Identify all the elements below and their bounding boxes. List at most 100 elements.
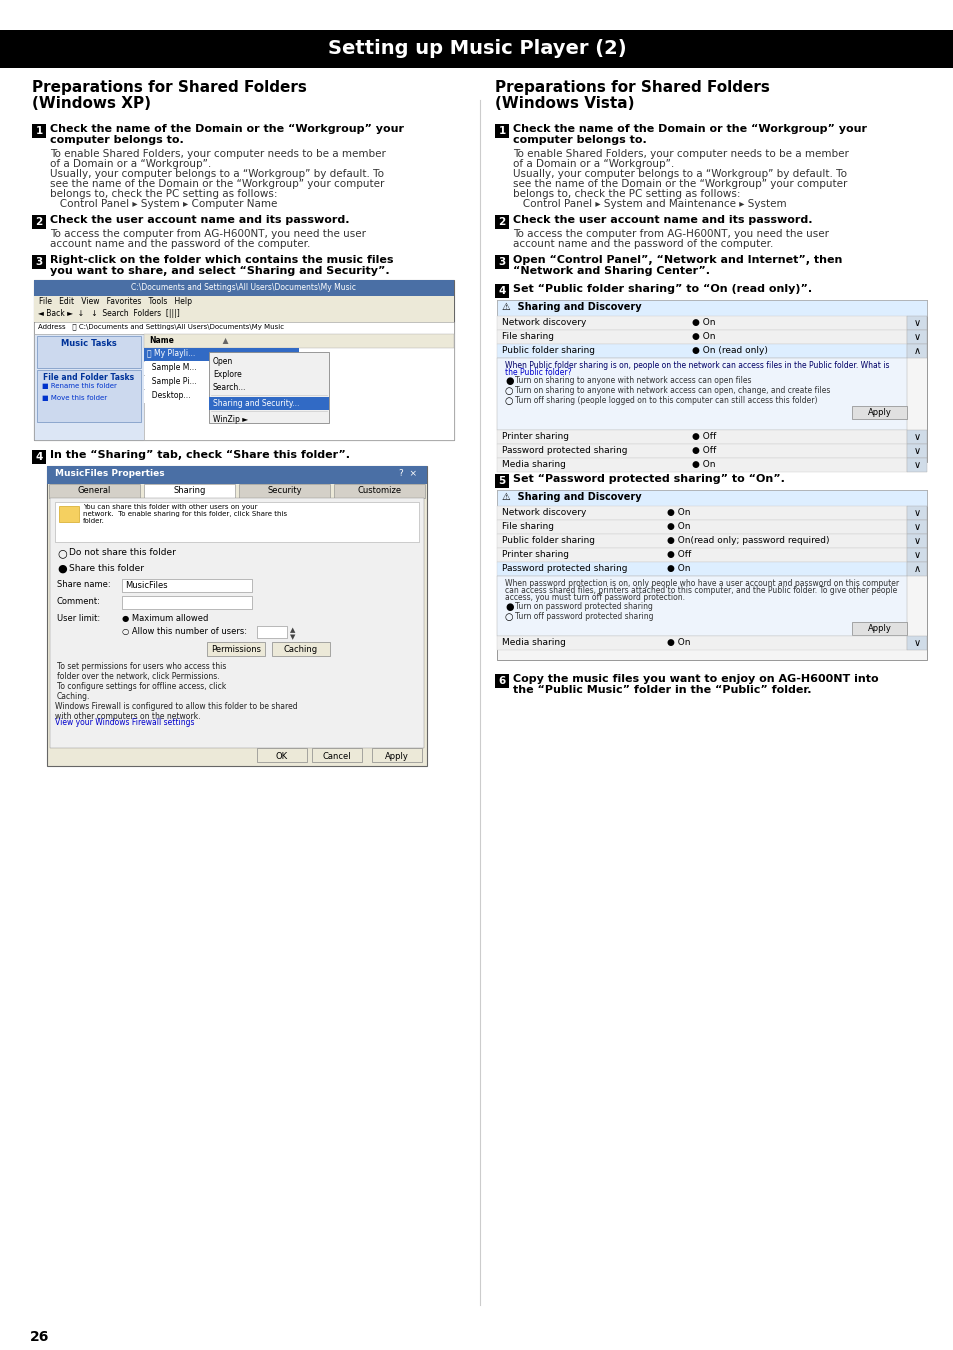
Bar: [122, 595, 252, 609]
Bar: [49, 485, 140, 498]
Text: Permissions: Permissions: [211, 645, 261, 653]
Text: Sharing and Security...: Sharing and Security...: [213, 400, 299, 408]
Text: belongs to, check the PC setting as follows:: belongs to, check the PC setting as foll…: [513, 189, 740, 198]
Text: ∨: ∨: [912, 522, 920, 532]
Bar: [32, 215, 46, 230]
Text: Network discovery: Network discovery: [501, 319, 586, 327]
Bar: [34, 308, 454, 323]
Bar: [34, 323, 454, 333]
Bar: [497, 576, 906, 636]
Bar: [497, 520, 906, 535]
Bar: [497, 431, 906, 444]
Text: 1: 1: [35, 126, 43, 136]
Text: access, you must turn off password protection.: access, you must turn off password prote…: [504, 593, 684, 602]
Text: Turn off password protected sharing: Turn off password protected sharing: [515, 612, 653, 621]
Bar: [495, 284, 509, 298]
Text: Check the user account name and its password.: Check the user account name and its pass…: [513, 215, 812, 225]
Text: ▲: ▲: [149, 336, 229, 346]
Text: computer belongs to.: computer belongs to.: [513, 135, 646, 144]
Bar: [32, 255, 46, 269]
Bar: [0, 30, 953, 68]
Text: To enable Shared Folders, your computer needs to be a member: To enable Shared Folders, your computer …: [50, 148, 385, 159]
Text: Set “Public folder sharing” to “On (read only)”.: Set “Public folder sharing” to “On (read…: [513, 284, 811, 294]
Text: ● Off: ● Off: [691, 432, 716, 441]
Bar: [497, 636, 906, 649]
Bar: [497, 548, 906, 562]
Bar: [334, 485, 424, 498]
Text: Open: Open: [213, 356, 233, 366]
Text: Check the name of the Domain or the “Workgroup” your: Check the name of the Domain or the “Wor…: [513, 124, 866, 134]
Text: ▲
▼: ▲ ▼: [290, 626, 295, 640]
Text: of a Domain or a “Workgroup”.: of a Domain or a “Workgroup”.: [50, 159, 211, 169]
Bar: [47, 466, 427, 765]
Text: ●: ●: [57, 564, 67, 574]
Text: ◄ Back ►  ↓   ↓  Search  Folders  [|||]: ◄ Back ► ↓ ↓ Search Folders [|||]: [38, 309, 179, 319]
Bar: [906, 344, 926, 358]
Bar: [906, 535, 926, 548]
Bar: [32, 450, 46, 464]
Text: Sample Pi...: Sample Pi...: [147, 377, 196, 386]
Text: 5: 5: [497, 477, 505, 486]
Bar: [256, 626, 287, 639]
Bar: [497, 506, 906, 520]
Bar: [272, 643, 330, 656]
Text: ∨: ∨: [912, 549, 920, 560]
Bar: [906, 548, 926, 562]
Text: File and Folder Tasks: File and Folder Tasks: [44, 373, 134, 382]
Bar: [144, 348, 298, 360]
Text: Sample M...: Sample M...: [147, 363, 196, 373]
Text: ∨: ∨: [912, 332, 920, 342]
Text: ● Maximum allowed: ● Maximum allowed: [122, 614, 208, 622]
Text: belongs to, check the PC setting as follows:: belongs to, check the PC setting as foll…: [50, 189, 277, 198]
Text: ?  ×: ? ×: [398, 468, 416, 478]
Text: Turn off sharing (people logged on to this computer can still access this folder: Turn off sharing (people logged on to th…: [515, 396, 817, 405]
Bar: [34, 279, 454, 296]
Text: Control Panel ▸ System and Maintenance ▸ System: Control Panel ▸ System and Maintenance ▸…: [513, 198, 786, 209]
Text: ● Off: ● Off: [666, 549, 691, 559]
Text: see the name of the Domain or the “Workgroup” your computer: see the name of the Domain or the “Workg…: [513, 180, 846, 189]
Text: ● On: ● On: [691, 460, 715, 468]
Text: Address   📁 C:\Documents and Settings\All Users\Documents\My Music: Address 📁 C:\Documents and Settings\All …: [38, 323, 284, 329]
Bar: [906, 316, 926, 329]
Bar: [144, 485, 234, 498]
Text: ● On: ● On: [666, 639, 690, 647]
Bar: [50, 498, 423, 748]
Bar: [239, 485, 330, 498]
Text: Share this folder: Share this folder: [69, 564, 144, 572]
Text: Media sharing: Media sharing: [501, 460, 565, 468]
Text: To set permissions for users who access this
folder over the network, click Perm: To set permissions for users who access …: [57, 662, 226, 682]
Text: Right-click on the folder which contains the music files: Right-click on the folder which contains…: [50, 255, 393, 265]
Text: Preparations for Shared Folders: Preparations for Shared Folders: [495, 80, 769, 94]
Text: When Public folder sharing is on, people on the network can access files in the : When Public folder sharing is on, people…: [504, 360, 888, 370]
Bar: [906, 520, 926, 535]
Text: Check the user account name and its password.: Check the user account name and its pass…: [50, 215, 349, 225]
Text: you want to share, and select “Sharing and Security”.: you want to share, and select “Sharing a…: [50, 266, 389, 275]
Text: ∨: ∨: [912, 319, 920, 328]
Text: Search...: Search...: [213, 383, 246, 392]
Text: Network discovery: Network discovery: [501, 508, 586, 517]
Text: ● On: ● On: [691, 332, 715, 342]
Text: ■ Move this folder: ■ Move this folder: [42, 396, 107, 401]
Bar: [497, 490, 926, 506]
Text: Apply: Apply: [385, 752, 409, 761]
Text: To access the computer from AG-H600NT, you need the user: To access the computer from AG-H600NT, y…: [513, 230, 828, 239]
Text: see the name of the Domain or the “Workgroup” your computer: see the name of the Domain or the “Workg…: [50, 180, 384, 189]
Text: computer belongs to.: computer belongs to.: [50, 135, 184, 144]
Bar: [209, 352, 329, 423]
Bar: [122, 579, 252, 593]
Text: ∧: ∧: [912, 346, 920, 356]
Bar: [372, 748, 421, 761]
Text: MusicFiles Properties: MusicFiles Properties: [55, 468, 165, 478]
Bar: [906, 636, 926, 649]
Text: 3: 3: [497, 256, 505, 267]
Bar: [209, 397, 329, 410]
Bar: [851, 406, 906, 418]
Text: Password protected sharing: Password protected sharing: [501, 446, 627, 455]
Text: Set “Password protected sharing” to “On”.: Set “Password protected sharing” to “On”…: [513, 474, 784, 485]
Bar: [47, 466, 427, 485]
Bar: [144, 333, 454, 440]
Text: C:\Documents and Settings\All Users\Documents\My Music: C:\Documents and Settings\All Users\Docu…: [132, 284, 356, 292]
Text: Turn on password protected sharing: Turn on password protected sharing: [515, 602, 652, 612]
Text: the Public folder?: the Public folder?: [504, 369, 571, 377]
Bar: [34, 296, 454, 308]
